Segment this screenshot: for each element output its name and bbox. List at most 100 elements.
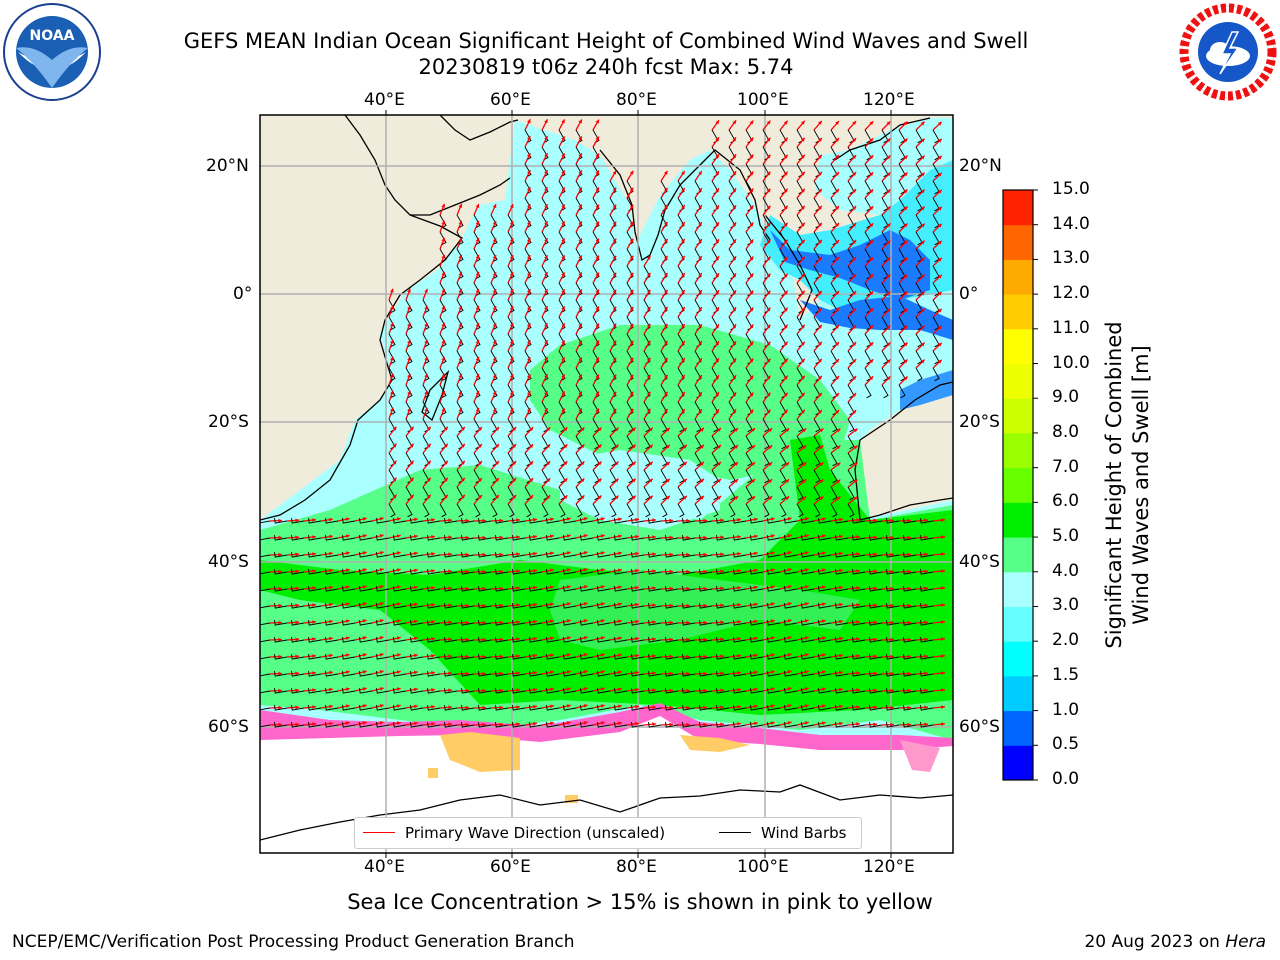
wave-direction-arrowhead xyxy=(441,356,445,361)
wave-direction-arrowhead xyxy=(802,479,807,484)
wind-barb xyxy=(631,620,645,626)
wave-direction-arrowhead xyxy=(682,427,687,432)
wave-direction-arrowhead xyxy=(278,603,282,608)
wave-direction-arrowhead xyxy=(533,551,537,556)
wind-barb xyxy=(422,350,430,365)
wind-barb xyxy=(439,231,447,246)
wind-barb xyxy=(388,367,396,382)
wave-direction-arrowhead xyxy=(426,477,431,482)
wave-direction-arrowhead xyxy=(732,256,737,261)
wind-barb xyxy=(546,637,560,643)
wind-barb xyxy=(563,535,577,541)
wave-direction-arrowhead xyxy=(583,670,588,674)
wave-direction-arrowhead xyxy=(686,603,690,608)
wave-direction-arrowhead xyxy=(527,238,531,243)
wind-barb xyxy=(631,552,645,558)
wave-direction-arrowhead xyxy=(431,518,435,522)
lon-label-top: 120°E xyxy=(863,90,915,110)
wave-direction-arrowhead xyxy=(869,138,874,143)
wave-direction-arrowhead xyxy=(295,552,299,557)
wind-barb xyxy=(903,552,917,558)
wave-direction-arrowhead xyxy=(345,636,350,641)
wave-direction-arrowhead xyxy=(414,517,418,522)
wind-barb xyxy=(835,586,849,592)
wave-direction-arrowhead xyxy=(890,705,894,710)
wave-direction-arrowhead xyxy=(595,221,599,226)
wind-barb xyxy=(495,518,509,524)
wave-direction-arrowhead xyxy=(682,461,687,466)
wave-direction-arrowhead xyxy=(852,138,857,142)
wave-direction-arrowhead xyxy=(546,495,551,500)
wave-direction-arrowhead xyxy=(801,341,805,346)
wind-barb xyxy=(665,705,679,711)
wind-barb xyxy=(478,671,492,677)
wave-direction-arrowhead xyxy=(482,671,486,676)
wind-barb xyxy=(512,518,526,524)
wave-direction-arrowhead xyxy=(766,137,771,142)
wind-barb xyxy=(920,620,934,626)
wind-barb xyxy=(563,688,577,694)
wind-barb xyxy=(852,620,866,626)
wave-direction-arrowhead xyxy=(924,620,928,625)
wave-direction-arrowhead xyxy=(886,342,891,347)
wave-direction-arrowhead xyxy=(890,535,894,540)
wind-barb xyxy=(767,569,781,575)
wave-direction-arrowhead xyxy=(903,359,908,364)
wave-direction-arrowhead xyxy=(734,462,738,466)
wave-direction-arrowhead xyxy=(652,654,656,659)
wave-direction-arrowhead xyxy=(715,341,719,346)
wind-barb xyxy=(920,518,934,524)
wave-direction-arrowhead xyxy=(890,552,894,557)
wind-barb xyxy=(648,671,662,677)
wave-direction-arrowhead xyxy=(783,341,788,346)
wave-direction-arrowhead xyxy=(509,357,514,362)
wind-barb xyxy=(869,569,883,575)
wave-direction-arrowhead xyxy=(578,374,582,379)
wave-direction-arrowhead xyxy=(407,288,411,293)
wave-direction-arrowhead xyxy=(396,636,401,640)
wave-direction-arrowhead xyxy=(561,136,565,141)
wind-barb xyxy=(580,586,594,592)
wave-direction-arrowhead xyxy=(431,705,435,709)
wave-direction-arrowhead xyxy=(544,221,548,226)
wind-barb xyxy=(597,586,611,592)
wave-direction-arrowhead xyxy=(458,373,463,378)
wave-direction-arrowhead xyxy=(873,637,877,642)
wind-barb xyxy=(410,705,424,711)
wave-direction-arrowhead xyxy=(766,171,771,176)
wind-barb xyxy=(614,535,628,541)
lon-label-bottom: 60°E xyxy=(490,857,531,877)
wave-direction-arrowhead xyxy=(749,239,754,244)
wind-barb xyxy=(410,671,424,677)
wave-direction-arrowhead xyxy=(669,518,673,523)
wave-direction-arrowhead xyxy=(362,551,367,555)
wave-direction-arrowhead xyxy=(441,322,445,327)
wave-direction-arrowhead xyxy=(821,619,826,624)
wave-direction-arrowhead xyxy=(852,291,857,295)
wave-direction-arrowhead xyxy=(550,568,554,573)
wind-barb xyxy=(915,367,923,382)
wind-barb xyxy=(648,688,662,694)
wave-direction-arrowhead xyxy=(635,653,639,658)
wind-barb xyxy=(750,518,764,524)
wave-direction-legend-label: Primary Wave Direction (unscaled) xyxy=(405,824,666,842)
wave-direction-arrowhead xyxy=(890,569,894,574)
wave-direction-arrowhead xyxy=(703,722,707,727)
wave-direction-arrowhead xyxy=(924,535,928,540)
wind-barb xyxy=(784,552,798,558)
wind-barb xyxy=(665,654,679,660)
wind-barb xyxy=(699,569,713,575)
wave-direction-arrowhead xyxy=(801,120,805,125)
wind-barb xyxy=(580,637,594,643)
wind-barb xyxy=(444,705,458,711)
wind-barb xyxy=(563,586,577,592)
wave-direction-arrowhead xyxy=(597,478,602,483)
wave-direction-arrowhead xyxy=(669,705,673,710)
wind-barb xyxy=(422,316,430,331)
wind-barb xyxy=(801,620,815,626)
wave-direction-arrowhead xyxy=(312,569,316,573)
wave-direction-arrowhead xyxy=(529,478,534,483)
wave-direction-arrowhead xyxy=(698,273,702,278)
wind-barb xyxy=(563,722,577,728)
wind-barb xyxy=(852,535,866,541)
